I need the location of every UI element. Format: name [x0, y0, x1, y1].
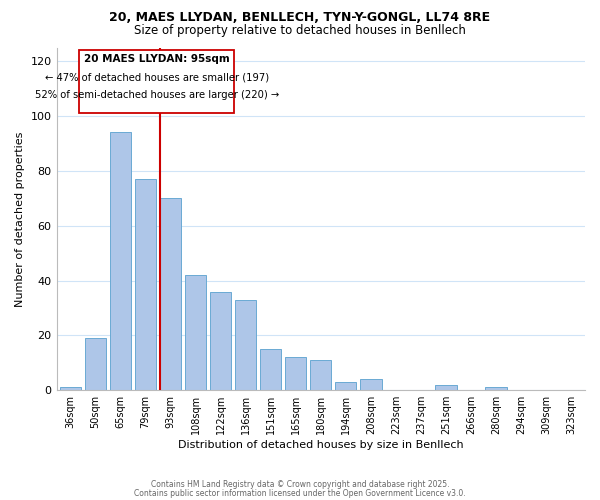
Text: Contains public sector information licensed under the Open Government Licence v3: Contains public sector information licen…: [134, 488, 466, 498]
Bar: [235, 300, 256, 390]
Text: Contains HM Land Registry data © Crown copyright and database right 2025.: Contains HM Land Registry data © Crown c…: [151, 480, 449, 489]
Text: 52% of semi-detached houses are larger (220) →: 52% of semi-detached houses are larger (…: [35, 90, 279, 101]
Bar: [210, 292, 231, 390]
Bar: [360, 379, 382, 390]
FancyBboxPatch shape: [79, 50, 235, 114]
Bar: [285, 358, 307, 390]
Bar: [436, 384, 457, 390]
Bar: [85, 338, 106, 390]
Bar: [59, 388, 81, 390]
Text: 20 MAES LLYDAN: 95sqm: 20 MAES LLYDAN: 95sqm: [84, 54, 230, 64]
Bar: [185, 275, 206, 390]
Bar: [260, 349, 281, 390]
Text: 20, MAES LLYDAN, BENLLECH, TYN-Y-GONGL, LL74 8RE: 20, MAES LLYDAN, BENLLECH, TYN-Y-GONGL, …: [109, 11, 491, 24]
Bar: [135, 179, 156, 390]
Bar: [310, 360, 331, 390]
Text: Size of property relative to detached houses in Benllech: Size of property relative to detached ho…: [134, 24, 466, 37]
Bar: [110, 132, 131, 390]
Y-axis label: Number of detached properties: Number of detached properties: [15, 131, 25, 306]
Bar: [160, 198, 181, 390]
Bar: [485, 388, 507, 390]
Bar: [335, 382, 356, 390]
X-axis label: Distribution of detached houses by size in Benllech: Distribution of detached houses by size …: [178, 440, 464, 450]
Text: ← 47% of detached houses are smaller (197): ← 47% of detached houses are smaller (19…: [44, 72, 269, 83]
